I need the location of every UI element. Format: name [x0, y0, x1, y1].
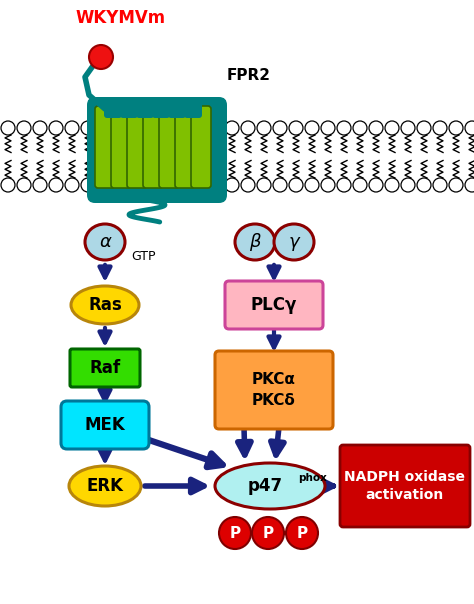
Ellipse shape [215, 463, 325, 509]
Text: NADPH oxidase
activation: NADPH oxidase activation [345, 470, 465, 502]
Circle shape [337, 178, 351, 192]
Circle shape [225, 121, 239, 135]
Text: β: β [249, 233, 261, 251]
Circle shape [337, 121, 351, 135]
Circle shape [401, 121, 415, 135]
FancyBboxPatch shape [168, 100, 186, 118]
Text: WKYMVm: WKYMVm [76, 9, 166, 27]
Circle shape [65, 121, 79, 135]
Circle shape [241, 121, 255, 135]
FancyBboxPatch shape [87, 97, 227, 203]
Circle shape [33, 178, 47, 192]
Ellipse shape [71, 286, 139, 324]
FancyBboxPatch shape [159, 106, 179, 188]
FancyBboxPatch shape [70, 349, 140, 387]
Text: α: α [99, 233, 111, 251]
FancyBboxPatch shape [95, 106, 115, 188]
Circle shape [449, 178, 463, 192]
Circle shape [417, 121, 431, 135]
Circle shape [385, 178, 399, 192]
FancyBboxPatch shape [136, 100, 154, 118]
FancyBboxPatch shape [152, 100, 170, 118]
Text: Ras: Ras [88, 296, 122, 314]
Circle shape [321, 121, 335, 135]
Ellipse shape [85, 224, 125, 260]
FancyBboxPatch shape [143, 106, 163, 188]
Circle shape [321, 178, 335, 192]
Text: Raf: Raf [90, 359, 120, 377]
Circle shape [401, 178, 415, 192]
Circle shape [286, 517, 318, 549]
Circle shape [273, 121, 287, 135]
Text: GTP: GTP [131, 249, 155, 263]
Circle shape [49, 121, 63, 135]
Ellipse shape [235, 224, 275, 260]
Circle shape [353, 178, 367, 192]
FancyBboxPatch shape [127, 106, 147, 188]
FancyBboxPatch shape [225, 281, 323, 329]
FancyBboxPatch shape [184, 100, 202, 118]
Circle shape [465, 121, 474, 135]
Ellipse shape [274, 224, 314, 260]
Circle shape [353, 121, 367, 135]
Circle shape [33, 121, 47, 135]
Circle shape [433, 178, 447, 192]
Circle shape [241, 178, 255, 192]
Text: phox: phox [298, 473, 327, 483]
Circle shape [65, 178, 79, 192]
Text: P: P [296, 525, 308, 541]
FancyBboxPatch shape [340, 445, 470, 527]
Circle shape [257, 121, 271, 135]
Circle shape [49, 178, 63, 192]
FancyBboxPatch shape [61, 401, 149, 449]
FancyBboxPatch shape [120, 100, 138, 118]
Circle shape [17, 178, 31, 192]
Circle shape [273, 178, 287, 192]
Circle shape [385, 121, 399, 135]
Circle shape [17, 121, 31, 135]
Circle shape [225, 178, 239, 192]
Ellipse shape [69, 466, 141, 506]
Circle shape [449, 121, 463, 135]
Text: γ: γ [289, 233, 299, 251]
Circle shape [289, 178, 303, 192]
Circle shape [89, 45, 113, 69]
Circle shape [1, 121, 15, 135]
Circle shape [433, 121, 447, 135]
Circle shape [369, 178, 383, 192]
FancyBboxPatch shape [104, 100, 122, 118]
Text: ERK: ERK [86, 477, 124, 495]
Text: P: P [229, 525, 241, 541]
Text: P: P [263, 525, 273, 541]
FancyBboxPatch shape [215, 351, 333, 429]
Text: PKCα
PKCδ: PKCα PKCδ [252, 372, 296, 408]
FancyBboxPatch shape [111, 106, 131, 188]
Text: FPR2: FPR2 [227, 68, 271, 83]
Circle shape [252, 517, 284, 549]
Text: p47: p47 [247, 477, 283, 495]
Circle shape [305, 121, 319, 135]
Circle shape [417, 178, 431, 192]
Circle shape [257, 178, 271, 192]
FancyBboxPatch shape [191, 106, 211, 188]
Circle shape [81, 178, 95, 192]
Circle shape [219, 517, 251, 549]
Circle shape [81, 121, 95, 135]
Circle shape [289, 121, 303, 135]
Circle shape [305, 178, 319, 192]
Text: PLCγ: PLCγ [251, 296, 297, 314]
Text: MEK: MEK [85, 416, 126, 434]
Circle shape [465, 178, 474, 192]
Circle shape [369, 121, 383, 135]
Circle shape [1, 178, 15, 192]
FancyBboxPatch shape [175, 106, 195, 188]
